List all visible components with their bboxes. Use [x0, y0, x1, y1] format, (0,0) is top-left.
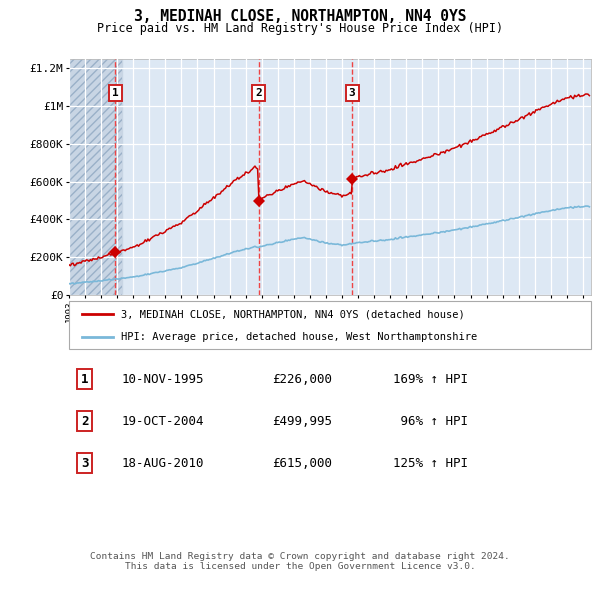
Text: Contains HM Land Registry data © Crown copyright and database right 2024.
This d: Contains HM Land Registry data © Crown c…: [90, 552, 510, 571]
Text: £615,000: £615,000: [272, 457, 332, 470]
Text: 10-NOV-1995: 10-NOV-1995: [121, 373, 204, 386]
Bar: [69, 59, 122, 295]
FancyBboxPatch shape: [69, 301, 591, 349]
Text: £226,000: £226,000: [272, 373, 332, 386]
Text: 3: 3: [81, 457, 88, 470]
Text: 2: 2: [81, 415, 88, 428]
Bar: [69, 59, 122, 295]
Text: Price paid vs. HM Land Registry's House Price Index (HPI): Price paid vs. HM Land Registry's House …: [97, 22, 503, 35]
Text: 1: 1: [81, 373, 88, 386]
Text: HPI: Average price, detached house, West Northamptonshire: HPI: Average price, detached house, West…: [121, 332, 478, 342]
Text: 169% ↑ HPI: 169% ↑ HPI: [392, 373, 467, 386]
Text: 125% ↑ HPI: 125% ↑ HPI: [392, 457, 467, 470]
Text: 3, MEDINAH CLOSE, NORTHAMPTON, NN4 0YS (detached house): 3, MEDINAH CLOSE, NORTHAMPTON, NN4 0YS (…: [121, 309, 465, 319]
Text: 19-OCT-2004: 19-OCT-2004: [121, 415, 204, 428]
Text: 2: 2: [255, 88, 262, 98]
Text: £499,995: £499,995: [272, 415, 332, 428]
Text: 96% ↑ HPI: 96% ↑ HPI: [392, 415, 467, 428]
Text: 18-AUG-2010: 18-AUG-2010: [121, 457, 204, 470]
Text: 3: 3: [349, 88, 356, 98]
Text: 3, MEDINAH CLOSE, NORTHAMPTON, NN4 0YS: 3, MEDINAH CLOSE, NORTHAMPTON, NN4 0YS: [134, 9, 466, 24]
Text: 1: 1: [112, 88, 118, 98]
